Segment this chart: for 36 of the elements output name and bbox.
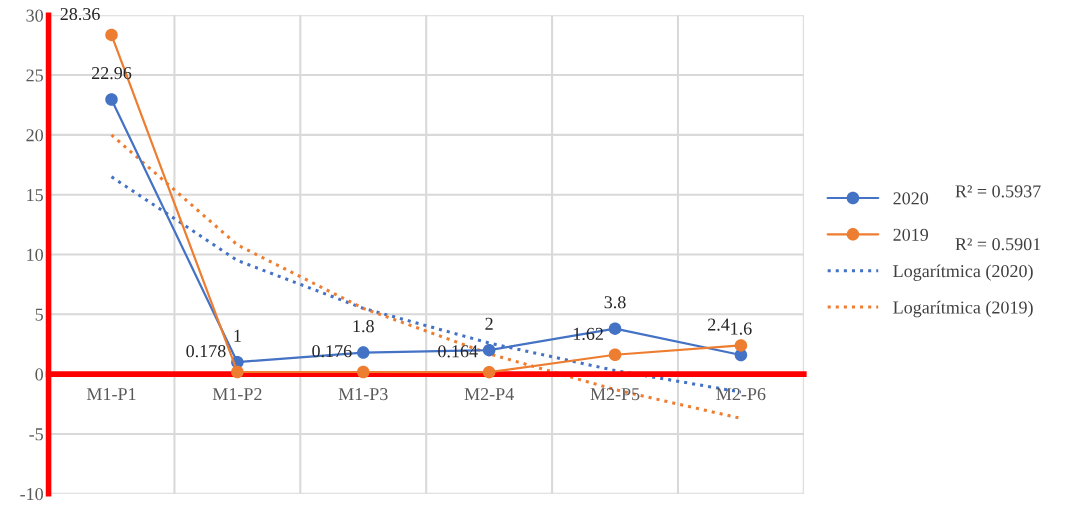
y-tick-label: 10 bbox=[27, 248, 44, 261]
data-label: 3.8 bbox=[604, 296, 626, 309]
point bbox=[105, 28, 118, 42]
x-tick-label: M1-P3 bbox=[338, 388, 388, 401]
data-label: 28.36 bbox=[60, 7, 100, 21]
data-label: 1 bbox=[234, 329, 241, 342]
y-tick-label: 5 bbox=[35, 308, 43, 321]
x-tick-label: M1-P2 bbox=[212, 388, 262, 400]
x-tick-label: M2-P4 bbox=[464, 388, 514, 400]
y-tick-label: 20 bbox=[26, 129, 44, 142]
text: R² = 0.5901 bbox=[955, 238, 1041, 251]
point bbox=[608, 348, 622, 361]
y-tick-label: 0 bbox=[35, 368, 44, 381]
data-label: 2 bbox=[485, 317, 493, 330]
point bbox=[357, 346, 370, 359]
legend-label: 2020 bbox=[893, 192, 929, 205]
legend-label: Logarítmica (2020) bbox=[893, 264, 1033, 281]
x-tick-label: M1-P1 bbox=[86, 388, 136, 400]
point bbox=[482, 343, 496, 357]
y-tick-label: -10 bbox=[20, 487, 44, 501]
point bbox=[608, 322, 622, 335]
y-tick-label: 25 bbox=[26, 69, 43, 82]
point bbox=[105, 93, 118, 106]
y-tick-label: 30 bbox=[26, 9, 44, 22]
data-label: 1.8 bbox=[353, 320, 374, 333]
legend-label: 2019 bbox=[893, 228, 929, 241]
y-tick-label: 15 bbox=[27, 189, 43, 202]
data-label: 0.178 bbox=[186, 345, 226, 358]
legend-label: Logarítmica (2019) bbox=[893, 300, 1033, 318]
y-tick-label: -5 bbox=[29, 428, 43, 441]
text: R² = 0.5937 bbox=[955, 185, 1041, 198]
point bbox=[734, 339, 748, 352]
data-label: 1.6 bbox=[731, 322, 752, 335]
x-tick-label: M2-P5 bbox=[590, 388, 640, 401]
data-label: 2.4 bbox=[708, 318, 730, 331]
x-tick-label: M2-P6 bbox=[716, 388, 766, 401]
